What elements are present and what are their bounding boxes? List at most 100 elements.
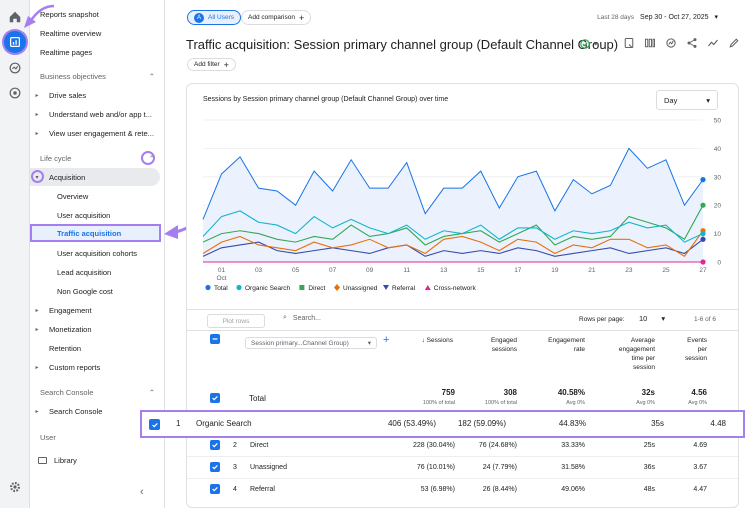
nav-realtime-pages[interactable]: Realtime pages xyxy=(40,47,93,57)
insights-icon[interactable] xyxy=(665,37,677,49)
total-sessions-sub: 100% of total xyxy=(422,400,455,406)
total-events-sub: Avg 0% xyxy=(688,400,707,406)
nav-section-business-objectives[interactable]: Business objectives ⌃ xyxy=(40,71,155,81)
col-sessions[interactable]: ↓ Sessions xyxy=(421,337,453,344)
caret-right-icon: ▸ xyxy=(35,111,39,118)
series-endpoint xyxy=(700,231,706,237)
annotation-circle xyxy=(2,29,28,55)
chevron-down-icon: ▾ xyxy=(661,314,666,323)
col-engaged-sessions[interactable]: Engaged sessions xyxy=(490,337,517,353)
search-input[interactable]: Search... xyxy=(292,314,321,322)
legend-label: Direct xyxy=(308,285,325,292)
row-channel: Organic Search xyxy=(196,419,252,428)
total-engaged: 308 xyxy=(503,388,517,397)
dimension-select[interactable]: Session primary...Channel Group) ▾ xyxy=(245,337,377,349)
nav-engagement[interactable]: ▸ Engagement xyxy=(32,301,162,319)
col-engagement-rate[interactable]: Engagement rate xyxy=(548,337,585,353)
nav-lead-acquisition[interactable]: Lead acquisition xyxy=(57,267,112,277)
plus-icon: + xyxy=(298,12,305,23)
x-month-label: Oct xyxy=(216,275,226,282)
table-search[interactable]: ⌕ Search... xyxy=(283,314,321,322)
row-time: 48s xyxy=(643,486,655,493)
edit-comparisons-icon[interactable] xyxy=(623,37,635,49)
nav-realtime-overview[interactable]: Realtime overview xyxy=(40,28,102,38)
row-events: 3.67 xyxy=(693,464,707,471)
granularity-select[interactable]: Day ▾ xyxy=(656,90,718,110)
table-row[interactable]: 4 Referral 53 (6.98%) 26 (8.44%) 49.06% … xyxy=(187,478,738,500)
plus-icon: + xyxy=(223,59,229,70)
x-tick-label: 03 xyxy=(255,267,263,274)
x-tick-label: 25 xyxy=(662,267,670,274)
nav-user-acquisition[interactable]: User acquisition xyxy=(57,210,111,220)
add-comparison-button[interactable]: Add comparison + xyxy=(241,10,312,25)
nav-section-user[interactable]: User xyxy=(40,432,56,442)
rows-per-page-select[interactable]: 10 ▾ xyxy=(639,314,666,323)
nav-search-console[interactable]: ▸ Search Console xyxy=(32,402,162,420)
nav-custom-reports[interactable]: ▸ Custom reports xyxy=(32,358,162,376)
advertising-icon[interactable] xyxy=(4,82,26,104)
nav-retention[interactable]: Retention xyxy=(49,343,82,353)
legend-label: Total xyxy=(214,285,228,292)
col-avg-engagement-time[interactable]: Average engagement time per session xyxy=(618,337,655,371)
col-events-per-session[interactable]: Events per session xyxy=(684,337,707,362)
plot-rows-button[interactable]: Plot rows xyxy=(207,314,265,328)
row-checkbox[interactable] xyxy=(149,419,160,430)
report-header: A All Users Add comparison + Last 28 day… xyxy=(178,0,750,75)
nav-traffic-acquisition[interactable]: Traffic acquisition xyxy=(30,224,161,242)
all-users-chip[interactable]: A All Users xyxy=(187,10,242,25)
explore-icon[interactable] xyxy=(4,57,26,79)
table-row[interactable]: 3 Unassigned 76 (10.01%) 24 (7.79%) 31.5… xyxy=(187,456,738,478)
nav-user-acquisition-cohorts[interactable]: User acquisition cohorts xyxy=(57,248,138,258)
total-area xyxy=(203,148,703,262)
row-sessions: 228 (30.04%) xyxy=(412,442,455,449)
nav-acquisition[interactable]: ▾ Acquisition xyxy=(30,168,160,186)
chevron-down-icon: ▾ xyxy=(706,95,710,105)
trend-icon[interactable] xyxy=(707,37,719,49)
rows-per-page-label: Rows per page: xyxy=(579,316,625,323)
total-checkbox[interactable] xyxy=(210,393,220,403)
row-checkbox[interactable] xyxy=(210,462,220,472)
series-endpoint xyxy=(700,202,706,208)
series-endpoint xyxy=(700,177,706,183)
nav-overview[interactable]: Overview xyxy=(57,191,89,201)
nav-section-life-cycle[interactable]: Life cycle ⌃ xyxy=(40,153,155,163)
home-icon[interactable] xyxy=(4,6,26,28)
select-all-checkbox[interactable] xyxy=(210,334,220,344)
row-sessions: 53 (6.98%) xyxy=(420,486,455,493)
series-line-organic-search xyxy=(202,210,704,243)
series-endpoint xyxy=(700,236,706,242)
verified-check-icon[interactable] xyxy=(580,39,602,49)
report-card: Sessions by Session primary channel grou… xyxy=(186,83,739,508)
nav-view-engagement[interactable]: ▸ View user engagement & rete... xyxy=(32,124,162,142)
nav-understand-web[interactable]: ▸ Understand web and/or app t... xyxy=(32,105,162,123)
row-checkbox[interactable] xyxy=(210,484,220,494)
nav-monetization[interactable]: ▸ Monetization xyxy=(32,320,162,338)
row-events: 4.47 xyxy=(693,486,707,493)
add-filter-button[interactable]: Add filter + xyxy=(187,58,236,71)
pencil-icon[interactable] xyxy=(728,37,740,49)
series-line-referral xyxy=(202,238,704,257)
nav-section-search-console[interactable]: Search Console ⌃ xyxy=(40,387,155,397)
add-dimension-plus-icon[interactable]: + xyxy=(383,334,390,346)
caret-right-icon: ▸ xyxy=(35,307,39,314)
nav-drive-sales[interactable]: ▸ Drive sales xyxy=(32,86,162,104)
row-checkbox[interactable] xyxy=(210,440,220,450)
share-icon[interactable] xyxy=(686,37,698,49)
total-sessions: 759 xyxy=(441,388,455,397)
annotation-circle-acquisition xyxy=(31,170,44,183)
row-engaged: 76 (24.68%) xyxy=(478,442,517,449)
date-range-picker[interactable]: Last 28 days Sep 30 - Oct 27, 2025 ▾ xyxy=(597,14,718,21)
nav-reports-snapshot[interactable]: Reports snapshot xyxy=(40,9,99,19)
x-tick-label: 01 xyxy=(218,267,226,274)
table-toolbar: Plot rows ⌕ Search... Rows per page: 10 ▾… xyxy=(187,309,738,331)
total-rate-sub: Avg 0% xyxy=(566,400,585,406)
collapse-chevron-icon[interactable]: ‹ xyxy=(140,486,144,498)
pagination-info: 1-6 of 6 xyxy=(693,316,716,323)
highlighted-row-organic-search[interactable]: 1 Organic Search 406 (53.49%) 182 (59.09… xyxy=(140,410,745,438)
customize-report-icon[interactable] xyxy=(644,37,656,49)
settings-gear-icon[interactable] xyxy=(4,476,26,498)
nav-non-google-cost[interactable]: Non Google cost xyxy=(57,286,113,296)
nav-library[interactable]: Library xyxy=(38,451,168,469)
caret-right-icon: ▸ xyxy=(35,326,39,333)
caret-right-icon: ▸ xyxy=(35,364,39,371)
